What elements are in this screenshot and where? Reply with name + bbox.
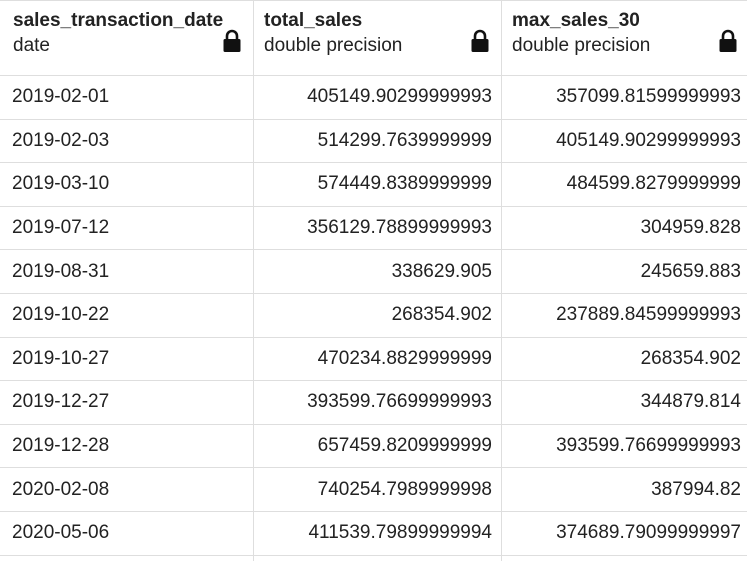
cell-empty xyxy=(0,555,254,561)
column-header-sales-transaction-date[interactable]: sales_transaction_date date xyxy=(0,1,254,75)
cell-max-sales-30[interactable]: 237889.84599999993 xyxy=(556,304,741,326)
cell-sales-transaction-date[interactable]: 2019-10-22 xyxy=(0,293,254,337)
column-header-max-sales-30[interactable]: max_sales_30 double precision xyxy=(502,1,747,75)
cell-total-sales[interactable]: 268354.902 xyxy=(254,293,502,337)
table-row: 2019-12-28 657459.8209999999 393599.7669… xyxy=(0,424,747,469)
column-header-total-sales[interactable]: total_sales double precision xyxy=(254,1,502,75)
lock-icon xyxy=(471,29,489,52)
cell-sales-transaction-date[interactable]: 2019-02-01 xyxy=(0,76,254,119)
cell-sales-transaction-date[interactable]: 2019-03-10 xyxy=(0,163,254,206)
cell-max-sales-30[interactable]: 374689.79099999997 xyxy=(556,522,741,544)
cell-sales-transaction-date[interactable]: 2019-07-12 xyxy=(0,206,254,250)
cell-sales-transaction-date[interactable]: 2020-02-08 xyxy=(0,468,254,511)
cell-max-sales-30[interactable]: 245659.883 xyxy=(640,260,741,282)
cell-total-sales[interactable]: 740254.7989999998 xyxy=(254,468,502,511)
cell-max-sales-30[interactable]: 393599.76699999993 xyxy=(556,435,741,457)
cell-max-sales-30[interactable]: 484599.8279999999 xyxy=(566,173,741,195)
cell-max-sales-30[interactable]: 304959.828 xyxy=(640,217,741,239)
cell-sales-transaction-date[interactable]: 2019-12-27 xyxy=(0,381,254,424)
table-row: 2019-07-12 356129.78899999993 304959.828 xyxy=(0,206,747,251)
table-row: 2019-08-31 338629.905 245659.883 xyxy=(0,250,747,294)
cell-total-sales[interactable]: 338629.905 xyxy=(254,250,502,293)
grid-header-row: sales_transaction_date date total_sales … xyxy=(0,0,747,76)
cell-max-sales-30[interactable]: 387994.82 xyxy=(651,478,741,500)
cell-max-sales-30[interactable]: 268354.902 xyxy=(640,347,741,369)
cell-sales-transaction-date[interactable]: 2020-05-06 xyxy=(0,511,254,555)
table-row: 2019-12-27 393599.76699999993 344879.814 xyxy=(0,381,747,425)
cell-max-sales-30[interactable]: 357099.81599999993 xyxy=(556,86,741,108)
table-row: 2019-02-01 405149.90299999993 357099.815… xyxy=(0,76,747,120)
cell-total-sales[interactable]: 411539.79899999994 xyxy=(254,511,502,555)
cell-sales-transaction-date[interactable]: 2019-08-31 xyxy=(0,250,254,293)
column-type: date xyxy=(13,35,50,56)
cell-total-sales[interactable]: 574449.8389999999 xyxy=(254,163,502,206)
table-row: 2020-02-08 740254.7989999998 387994.82 xyxy=(0,468,747,512)
lock-icon xyxy=(719,29,737,52)
cell-total-sales[interactable]: 393599.76699999993 xyxy=(254,381,502,424)
cell-empty xyxy=(254,555,502,561)
column-name: sales_transaction_date xyxy=(13,10,224,31)
table-row-partial xyxy=(0,555,747,561)
cell-total-sales[interactable]: 470234.8829999999 xyxy=(254,337,502,381)
cell-total-sales[interactable]: 657459.8209999999 xyxy=(254,424,502,468)
table-row: 2019-02-03 514299.7639999999 405149.9029… xyxy=(0,119,747,164)
table-row: 2019-03-10 574449.8389999999 484599.8279… xyxy=(0,163,747,207)
column-name: total_sales xyxy=(264,10,363,31)
cell-total-sales[interactable]: 356129.78899999993 xyxy=(254,206,502,250)
cell-sales-transaction-date[interactable]: 2019-10-27 xyxy=(0,337,254,381)
cell-empty xyxy=(502,556,747,561)
column-type: double precision xyxy=(512,35,651,56)
cell-sales-transaction-date[interactable]: 2019-12-28 xyxy=(0,424,254,468)
table-row: 2020-05-06 411539.79899999994 374689.790… xyxy=(0,511,747,556)
cell-sales-transaction-date[interactable]: 2019-02-03 xyxy=(0,119,254,163)
column-type: double precision xyxy=(264,35,403,56)
cell-max-sales-30[interactable]: 405149.90299999993 xyxy=(556,129,741,151)
cell-total-sales[interactable]: 405149.90299999993 xyxy=(254,76,502,119)
column-name: max_sales_30 xyxy=(512,10,640,31)
lock-icon xyxy=(223,29,241,52)
table-row: 2019-10-27 470234.8829999999 268354.902 xyxy=(0,337,747,382)
cell-max-sales-30[interactable]: 344879.814 xyxy=(640,391,741,413)
table-row: 2019-10-22 268354.902 237889.84599999993 xyxy=(0,293,747,338)
cell-total-sales[interactable]: 514299.7639999999 xyxy=(254,119,502,163)
